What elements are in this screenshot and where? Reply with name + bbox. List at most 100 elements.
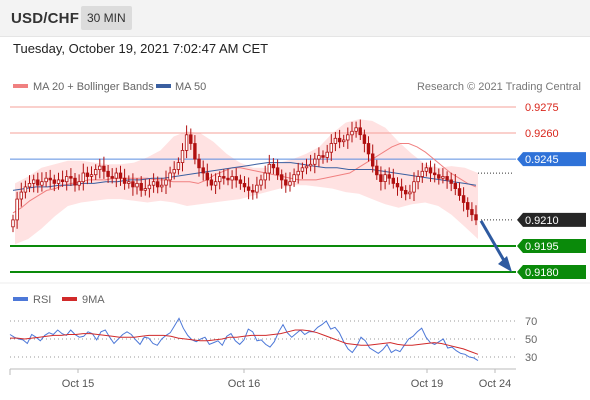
header-bar: USD/CHF 30 MIN xyxy=(0,0,590,37)
candle-body xyxy=(122,177,127,184)
candle-body xyxy=(271,163,276,169)
candle-body xyxy=(375,165,379,176)
candle-body xyxy=(102,165,106,172)
rsi-lines xyxy=(9,317,479,362)
copyright-text: Research © 2021 Trading Central xyxy=(417,81,581,93)
candle-body xyxy=(176,162,181,170)
candle-body xyxy=(437,174,441,179)
candle-body xyxy=(470,209,474,216)
candle-body xyxy=(48,177,52,181)
candle-body xyxy=(205,172,209,181)
candle-body xyxy=(263,172,267,181)
candle-body xyxy=(60,179,65,182)
timestamp: Tuesday, October 19, 2021 7:02:47 AM CET xyxy=(13,41,269,56)
candle-body xyxy=(19,191,23,200)
rsi-ma-legend-label: 9MA xyxy=(82,294,105,306)
candle-body xyxy=(238,179,243,184)
level-badge-0.9245 xyxy=(517,152,586,167)
candle-body xyxy=(65,176,69,183)
ma50-line xyxy=(12,162,477,191)
candle-body xyxy=(284,179,288,186)
candle-body xyxy=(27,182,32,188)
candle-body xyxy=(304,165,309,169)
candle-body xyxy=(441,176,445,179)
candle-body xyxy=(106,170,110,177)
candle-body xyxy=(428,167,433,174)
candle-body xyxy=(230,176,234,181)
candle-body xyxy=(275,167,280,176)
candle-body xyxy=(453,182,457,189)
candle-body xyxy=(110,176,114,179)
candle-body xyxy=(461,195,466,203)
candle-body xyxy=(246,186,251,191)
price-candles xyxy=(11,119,478,233)
candle-body xyxy=(337,137,342,143)
rsi-tick-label: 70 xyxy=(525,316,537,328)
level-badge-0.9180 xyxy=(517,265,586,279)
candle-body xyxy=(445,176,449,181)
candle-body xyxy=(201,167,205,174)
timeframe-button[interactable]: 30 MIN xyxy=(81,6,132,30)
candle-body xyxy=(180,149,185,163)
candle-body xyxy=(420,170,424,177)
candle-body xyxy=(399,186,404,191)
candle-body xyxy=(40,181,44,186)
candle-body xyxy=(52,179,56,184)
candle-body xyxy=(44,177,48,183)
candle-body xyxy=(350,130,354,136)
rsi-ma-line xyxy=(10,329,479,355)
candle-body xyxy=(313,158,317,165)
rsi-tick-label: 50 xyxy=(525,334,537,346)
candle-body xyxy=(370,153,375,167)
candle-body xyxy=(160,184,164,188)
level-badges: 0.9275 0.9260 0.9245 0.9210 0.9195 0.9180 xyxy=(517,102,586,279)
rsi-line xyxy=(9,317,479,362)
candle-body xyxy=(424,167,429,172)
candle-body xyxy=(383,174,387,182)
candle-body xyxy=(118,172,123,179)
candle-body xyxy=(56,179,61,184)
candle-body xyxy=(155,181,160,188)
level-label-0.9245: 0.9245 xyxy=(525,154,559,166)
candle-body xyxy=(15,198,19,221)
candle-body xyxy=(465,202,470,210)
candle-body xyxy=(222,176,226,179)
rsi-grid: 70 50 30 xyxy=(10,316,537,364)
x-tick-label: Oct 16 xyxy=(228,378,260,390)
candle-body xyxy=(325,151,329,158)
ma20-legend-label: MA 20 + Bollinger Bands xyxy=(33,81,154,93)
candle-body xyxy=(449,179,453,184)
candle-body xyxy=(329,143,333,153)
ma50-legend-label: MA 50 xyxy=(175,81,206,93)
forecast-arrow xyxy=(479,220,512,272)
candle-body xyxy=(242,182,247,188)
candle-body xyxy=(69,176,73,179)
forecast-arrow-shaft xyxy=(479,220,508,265)
x-tick-label: Oct 19 xyxy=(411,378,443,390)
candle-body xyxy=(412,181,416,193)
candle-body xyxy=(127,181,131,184)
candle-body xyxy=(387,174,391,179)
candle-body xyxy=(432,172,437,176)
rsi-legend-label: RSI xyxy=(33,294,51,306)
level-label-0.9260: 0.9260 xyxy=(525,128,559,140)
candle-body xyxy=(85,172,90,177)
candle-body xyxy=(251,189,255,193)
candle-body xyxy=(408,191,412,195)
candle-body xyxy=(379,174,383,182)
candle-body xyxy=(73,177,77,186)
candle-body xyxy=(23,186,28,193)
candle-body xyxy=(391,177,395,184)
candle-body xyxy=(193,143,197,160)
candle-body xyxy=(457,188,462,196)
candle-body xyxy=(94,169,98,176)
candle-body xyxy=(131,181,135,188)
x-axis: Oct 15 Oct 16 Oct 19 Oct 24 xyxy=(9,369,511,390)
candle-body xyxy=(317,155,321,160)
x-tick-label: Oct 15 xyxy=(62,378,94,390)
candle-body xyxy=(147,184,152,190)
level-badge-0.9195 xyxy=(517,238,586,253)
instrument-symbol: USD/CHF xyxy=(11,10,80,27)
candle-body xyxy=(403,189,408,195)
